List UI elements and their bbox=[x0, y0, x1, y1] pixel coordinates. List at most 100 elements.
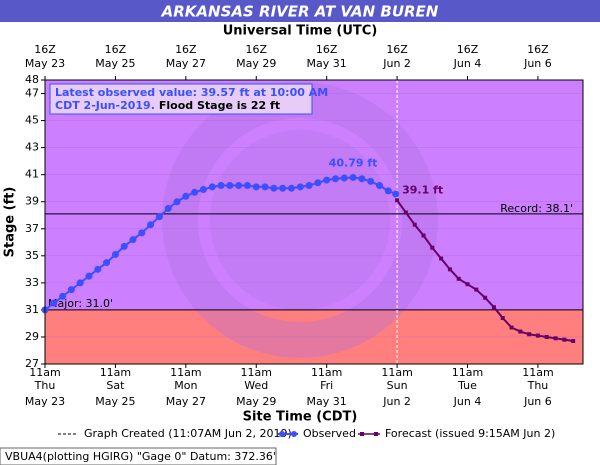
threshold-label: Record: 38.1' bbox=[500, 202, 573, 215]
forecast-point bbox=[421, 233, 426, 238]
observed-point bbox=[261, 183, 269, 191]
observed-point bbox=[94, 265, 102, 273]
y-tick-label: 37 bbox=[25, 222, 39, 235]
observed-point bbox=[50, 299, 58, 307]
observed-point bbox=[103, 259, 111, 267]
chart-title: ARKANSAS RIVER AT VAN BUREN bbox=[161, 3, 439, 21]
observed-point bbox=[314, 179, 322, 187]
top-tick-label: 16Z bbox=[34, 43, 56, 56]
top-tick-date: May 31 bbox=[307, 57, 347, 70]
top-tick-date: Jun 4 bbox=[453, 57, 482, 70]
legend-swatch bbox=[374, 432, 378, 436]
observed-point bbox=[279, 184, 287, 192]
y-tick-label: 45 bbox=[25, 114, 39, 127]
x-tick-date: Jun 2 bbox=[382, 395, 411, 408]
top-tick-date: May 23 bbox=[25, 57, 65, 70]
observed-point bbox=[129, 236, 137, 244]
observed-point bbox=[217, 181, 225, 189]
threshold-label: Major: 31.0' bbox=[48, 297, 113, 310]
observed-point bbox=[59, 292, 67, 300]
y-tick-label: 33 bbox=[25, 276, 39, 289]
observed-point bbox=[331, 175, 339, 183]
x-tick-weekday: Sat bbox=[106, 379, 125, 392]
forecast-point bbox=[456, 276, 461, 281]
info-text: CDT 2-Jun-2019. bbox=[55, 99, 155, 112]
forecast-point bbox=[491, 305, 496, 310]
x-tick-date: Jun 6 bbox=[523, 395, 552, 408]
y-tick-label: 39 bbox=[25, 195, 39, 208]
y-tick-label: 48 bbox=[25, 73, 39, 86]
observed-point bbox=[235, 181, 243, 189]
observed-point bbox=[384, 187, 392, 195]
x-tick-label: 11am bbox=[452, 366, 483, 379]
title-bar bbox=[0, 0, 600, 22]
observed-point bbox=[287, 184, 295, 192]
info-box bbox=[49, 83, 313, 115]
observed-point bbox=[67, 286, 75, 294]
observed-point bbox=[199, 186, 207, 194]
x-tick-weekday: Sun bbox=[387, 379, 408, 392]
observed-point bbox=[155, 213, 163, 221]
peak-label: 40.79 ft bbox=[329, 157, 378, 170]
y-tick-label: 27 bbox=[25, 357, 39, 370]
top-tick-date: Jun 2 bbox=[382, 57, 411, 70]
y-axis-title: Stage (ft) bbox=[3, 187, 18, 258]
x-tick-label: 11am bbox=[170, 366, 201, 379]
x-tick-date: Jun 4 bbox=[453, 395, 482, 408]
observed-point bbox=[208, 183, 216, 191]
x-tick-label: 11am bbox=[311, 366, 342, 379]
info-line: Latest observed value: 39.57 ft at 10:00… bbox=[55, 86, 328, 99]
forecast-point bbox=[412, 222, 417, 227]
top-tick-date: May 25 bbox=[95, 57, 135, 70]
observed-point bbox=[76, 279, 84, 287]
forecast-point bbox=[474, 287, 479, 292]
observed-point bbox=[243, 181, 251, 189]
forecast-label: 39.1 ft bbox=[402, 183, 443, 196]
forecast-point bbox=[509, 325, 514, 330]
x-tick-weekday: Mon bbox=[174, 379, 197, 392]
observed-point bbox=[111, 250, 119, 258]
forecast-point bbox=[430, 245, 435, 250]
x-tick-label: 11am bbox=[241, 366, 272, 379]
x-tick-label: 11am bbox=[381, 366, 412, 379]
y-tick-label: 41 bbox=[25, 168, 39, 181]
forecast-point bbox=[571, 339, 576, 344]
x-tick-weekday: Fri bbox=[320, 379, 333, 392]
top-tick-label: 16Z bbox=[245, 43, 267, 56]
forecast-point bbox=[500, 316, 505, 321]
plot-background bbox=[45, 80, 583, 310]
observed-point bbox=[252, 183, 260, 191]
top-tick-label: 16Z bbox=[105, 43, 127, 56]
observed-point bbox=[120, 242, 128, 250]
observed-point bbox=[138, 229, 146, 237]
x-tick-date: May 25 bbox=[95, 395, 135, 408]
x-tick-weekday: Thu bbox=[527, 379, 549, 392]
forecast-point bbox=[527, 332, 532, 337]
legend-label: Graph Created (11:07AM Jun 2, 2019) bbox=[84, 427, 292, 440]
legend-swatch bbox=[360, 432, 364, 436]
y-tick-label: 29 bbox=[25, 330, 39, 343]
y-tick-label: 43 bbox=[25, 141, 39, 154]
x-tick-weekday: Tue bbox=[457, 379, 477, 392]
observed-point bbox=[270, 184, 278, 192]
forecast-point bbox=[535, 333, 540, 338]
observed-point bbox=[164, 204, 172, 212]
top-tick-label: 16Z bbox=[316, 43, 338, 56]
forecast-point bbox=[483, 295, 488, 300]
info-text: Flood Stage is 22 ft bbox=[159, 99, 280, 112]
x-tick-date: May 31 bbox=[307, 395, 347, 408]
x-tick-weekday: Wed bbox=[244, 379, 268, 392]
forecast-point bbox=[465, 282, 470, 287]
observed-point bbox=[367, 177, 375, 185]
observed-point bbox=[296, 183, 304, 191]
forecast-point bbox=[544, 334, 549, 339]
y-tick-label: 47 bbox=[25, 87, 39, 100]
x-tick-label: 11am bbox=[100, 366, 131, 379]
top-tick-date: Jun 6 bbox=[523, 57, 552, 70]
observed-point bbox=[358, 175, 366, 183]
forecast-point bbox=[553, 336, 558, 341]
top-tick-date: May 27 bbox=[166, 57, 206, 70]
observed-point bbox=[305, 181, 313, 189]
legend-swatch bbox=[291, 431, 297, 437]
